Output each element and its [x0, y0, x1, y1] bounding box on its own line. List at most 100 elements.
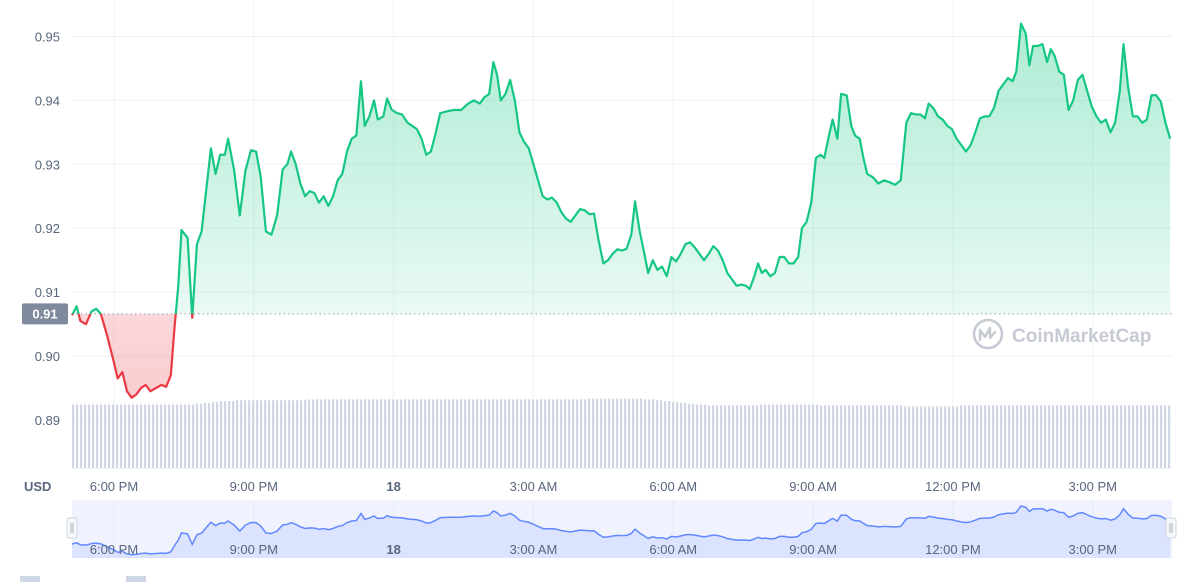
navigator-x-tick-label: 12:00 PM — [925, 542, 981, 557]
watermark-text: CoinMarketCap — [1012, 326, 1151, 347]
volume-bar — [80, 404, 83, 468]
volume-bar — [376, 399, 379, 468]
volume-bar — [292, 400, 295, 468]
volume-bar — [1080, 405, 1083, 468]
volume-bar — [324, 399, 327, 468]
volume-bar — [212, 402, 215, 468]
volume-bar — [424, 399, 427, 468]
volume-bar — [316, 399, 319, 468]
navigator-right-handle-box[interactable] — [1165, 517, 1177, 539]
volume-bar — [556, 399, 559, 468]
volume-bar — [876, 405, 879, 468]
navigator-x-tick-label: 9:00 AM — [789, 542, 837, 557]
volume-bar — [300, 400, 303, 468]
volume-bar — [760, 404, 763, 468]
volume-bar — [164, 404, 167, 468]
volume-bar — [228, 401, 231, 468]
volume-bar — [880, 405, 883, 468]
currency-label: USD — [24, 479, 51, 494]
volume-bar — [276, 400, 279, 468]
x-tick-label: 6:00 AM — [649, 479, 697, 494]
area-below-reference — [72, 313, 193, 398]
volume-bar — [624, 398, 627, 468]
volume-bar — [1164, 405, 1167, 468]
volume-bar — [712, 405, 715, 468]
navigator-left-handle[interactable] — [66, 517, 78, 539]
volume-bar — [84, 404, 87, 468]
range-navigator[interactable]: 6:00 PM 9:00 PM 18 3:00 AM 6:00 AM 9:00 AM 12:… — [66, 500, 1177, 558]
volume-bar — [88, 404, 91, 468]
volume-bar — [356, 399, 359, 468]
volume-bar — [688, 403, 691, 468]
volume-bar — [1040, 405, 1043, 468]
volume-bar — [580, 399, 583, 468]
volume-bar — [948, 406, 951, 468]
volume-bar — [780, 404, 783, 468]
volume-bar — [572, 399, 575, 468]
volume-bar — [784, 404, 787, 468]
volume-bar — [600, 398, 603, 468]
volume-bar — [964, 405, 967, 468]
navigator-right-handle[interactable] — [1165, 517, 1177, 539]
volume-bar — [832, 405, 835, 468]
volume-bar — [1020, 405, 1023, 468]
volume-bar — [492, 399, 495, 468]
volume-bar — [364, 399, 367, 468]
volume-bar — [1064, 405, 1067, 468]
volume-bar — [280, 400, 283, 468]
volume-bar — [232, 401, 235, 468]
volume-bar — [684, 402, 687, 468]
volume-bar — [120, 404, 123, 468]
volume-bar — [476, 399, 479, 468]
volume-bar — [564, 399, 567, 468]
volume-bar — [360, 399, 363, 468]
navigator-left-handle-box[interactable] — [66, 517, 78, 539]
volume-bar — [252, 400, 255, 468]
volume-bar — [916, 406, 919, 468]
volume-bar — [1144, 405, 1147, 468]
volume-bar — [540, 399, 543, 468]
price-line-up — [71, 22, 1172, 314]
volume-bar — [716, 405, 719, 468]
volume-bar — [1128, 405, 1131, 468]
volume-bar — [1092, 405, 1095, 468]
volume-bar — [336, 399, 339, 468]
volume-bar — [152, 404, 155, 468]
price-area — [72, 23, 1171, 398]
volume-bar — [104, 404, 107, 468]
volume-bar — [176, 404, 179, 468]
volume-bar — [548, 399, 551, 468]
volume-bar — [472, 399, 475, 468]
reference-price-label: 0.91 — [32, 306, 57, 321]
volume-bar — [840, 405, 843, 468]
volume-bar — [576, 399, 579, 468]
volume-bar — [776, 404, 779, 468]
volume-bar — [140, 404, 143, 468]
volume-bar — [640, 398, 643, 468]
volume-bar — [1068, 405, 1071, 468]
area-above-reference — [72, 23, 1171, 314]
volume-bar — [404, 399, 407, 468]
volume-bar — [868, 405, 871, 468]
volume-bar — [932, 406, 935, 468]
volume-bar — [696, 404, 699, 468]
volume-bar — [1032, 405, 1035, 468]
volume-bar — [860, 405, 863, 468]
volume-bar — [1016, 405, 1019, 468]
volume-bar — [444, 399, 447, 468]
volume-bar — [76, 404, 79, 468]
volume-bar — [264, 400, 267, 468]
volume-bar — [808, 404, 811, 468]
volume-bar — [708, 405, 711, 468]
volume-bar — [1136, 405, 1139, 468]
volume-bar — [488, 399, 491, 468]
volume-bar — [692, 403, 695, 468]
y-tick-label: 0.91 — [35, 285, 60, 300]
volume-bar — [636, 398, 639, 468]
volume-bar — [204, 402, 207, 468]
volume-bar — [160, 404, 163, 468]
volume-bar — [884, 405, 887, 468]
volume-bar — [972, 405, 975, 468]
x-tick-label: 18 — [386, 479, 400, 494]
